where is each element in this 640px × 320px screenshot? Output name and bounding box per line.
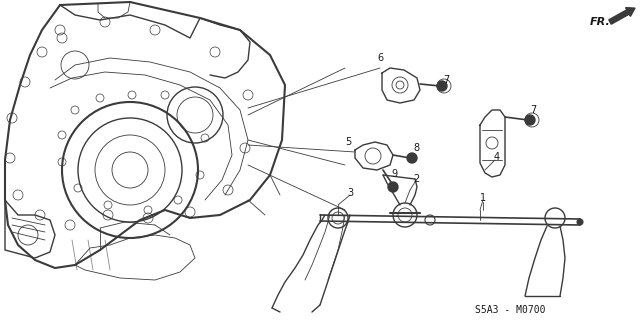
Circle shape [577,219,583,225]
Text: 6: 6 [377,53,383,63]
Circle shape [388,182,398,192]
Text: 8: 8 [413,143,419,153]
Text: 7: 7 [530,105,536,115]
FancyArrow shape [609,8,635,24]
Circle shape [525,115,535,125]
Text: 3: 3 [347,188,353,198]
Text: 1: 1 [480,193,486,203]
Text: 7: 7 [443,75,449,85]
Text: 5: 5 [345,137,351,147]
Text: 4: 4 [494,152,500,162]
Text: FR.: FR. [590,17,611,27]
Text: S5A3 - M0700: S5A3 - M0700 [475,305,545,315]
Text: 2: 2 [413,174,419,184]
Circle shape [407,153,417,163]
Circle shape [437,81,447,91]
Text: 9: 9 [391,169,397,179]
